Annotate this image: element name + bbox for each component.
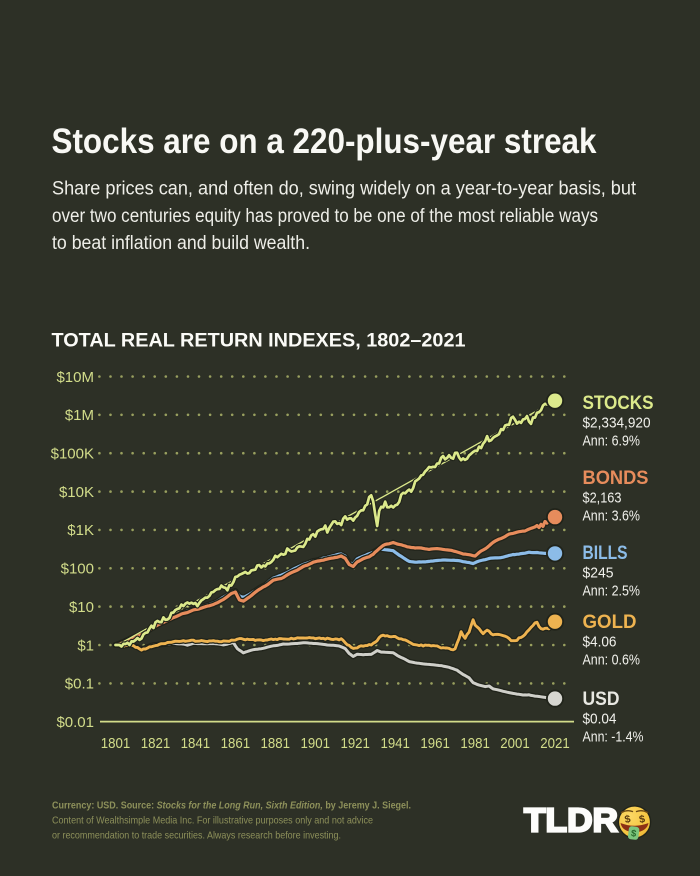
svg-text:USD: USD [583,689,620,710]
svg-text:Content of Wealthsimple Media: Content of Wealthsimple Media Inc. For i… [52,815,373,827]
svg-text:1921: 1921 [340,735,370,752]
svg-text:Currency: USD. Source: Stocks: Currency: USD. Source: Stocks for the Lo… [52,800,411,812]
svg-text:$100: $100 [61,561,94,578]
svg-text:Ann: 2.5%: Ann: 2.5% [583,583,641,600]
svg-text:$: $ [630,828,637,840]
svg-text:1881: 1881 [261,735,291,752]
svg-text:$0.04: $0.04 [583,711,617,728]
svg-text:1841: 1841 [181,735,211,752]
svg-text:Ann: -1.4%: Ann: -1.4% [583,729,644,746]
svg-text:$100K: $100K [51,446,94,463]
svg-text:1801: 1801 [101,735,131,752]
svg-text:$2,163: $2,163 [583,490,622,507]
svg-text:1901: 1901 [301,735,331,752]
svg-text:2021: 2021 [540,735,570,752]
svg-text:Ann: 3.6%: Ann: 3.6% [583,508,641,525]
svg-text:$4.06: $4.06 [583,634,617,651]
svg-text:Ann: 0.6%: Ann: 0.6% [583,652,641,669]
svg-text:1861: 1861 [221,735,251,752]
svg-text:BILLS: BILLS [583,543,628,564]
svg-text:over two centuries equity has: over two centuries equity has proved to … [52,206,598,227]
svg-text:or recommendation to trade sec: or recommendation to trade securities. A… [52,830,341,842]
svg-text:$0.1: $0.1 [65,676,94,693]
svg-text:to beat inflation and build we: to beat inflation and build wealth. [52,233,310,254]
svg-text:TLDR: TLDR [524,802,618,839]
svg-text:BONDS: BONDS [583,468,649,489]
svg-text:Stocks are on a 220-plus-year: Stocks are on a 220-plus-year streak [52,122,597,161]
svg-text:$10M: $10M [56,369,94,386]
svg-text:$: $ [638,813,646,826]
svg-text:$1: $1 [77,637,94,654]
svg-text:TOTAL REAL RETURN INDEXES, 180: TOTAL REAL RETURN INDEXES, 1802–2021 [52,331,466,352]
svg-text:$245: $245 [583,565,614,582]
svg-text:$2,334,920: $2,334,920 [583,415,651,432]
svg-text:1941: 1941 [380,735,410,752]
svg-text:1961: 1961 [420,735,450,752]
svg-text:STOCKS: STOCKS [583,393,654,414]
svg-text:2001: 2001 [500,735,530,752]
svg-text:Ann: 6.9%: Ann: 6.9% [583,433,641,450]
svg-text:$1M: $1M [65,407,94,424]
svg-text:$10: $10 [69,599,94,616]
svg-text:Share prices can, and often do: Share prices can, and often do, swing wi… [52,179,637,200]
svg-text:1821: 1821 [141,735,171,752]
svg-text:$: $ [624,813,632,826]
svg-text:$10K: $10K [59,484,94,501]
svg-text:GOLD: GOLD [583,612,637,633]
svg-text:1981: 1981 [460,735,490,752]
svg-text:$0.01: $0.01 [56,714,94,731]
svg-text:$1K: $1K [67,522,94,539]
